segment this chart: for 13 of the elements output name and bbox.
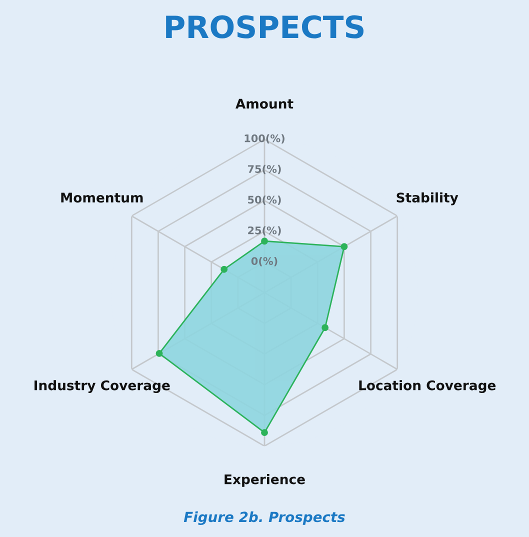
chart-title: PROSPECTS xyxy=(166,15,364,38)
caption: Figure 2b. Prospects xyxy=(184,511,345,525)
y-tick-label: 25(%) xyxy=(248,226,281,236)
spoke-label: Experience xyxy=(224,474,305,487)
y-tick-label: 50(%) xyxy=(248,196,281,205)
y-tick-label: 75(%) xyxy=(248,164,281,174)
y-tick-label: 100(%) xyxy=(244,134,284,144)
spoke-label: Location Coverage xyxy=(359,380,496,393)
spoke-label: Momentum xyxy=(61,192,143,203)
y-tick-label: 0(%) xyxy=(251,256,278,266)
spoke-label: Stability xyxy=(396,192,458,206)
spoke-label: Industry Coverage xyxy=(34,380,170,393)
spoke-label: Amount xyxy=(236,98,294,109)
